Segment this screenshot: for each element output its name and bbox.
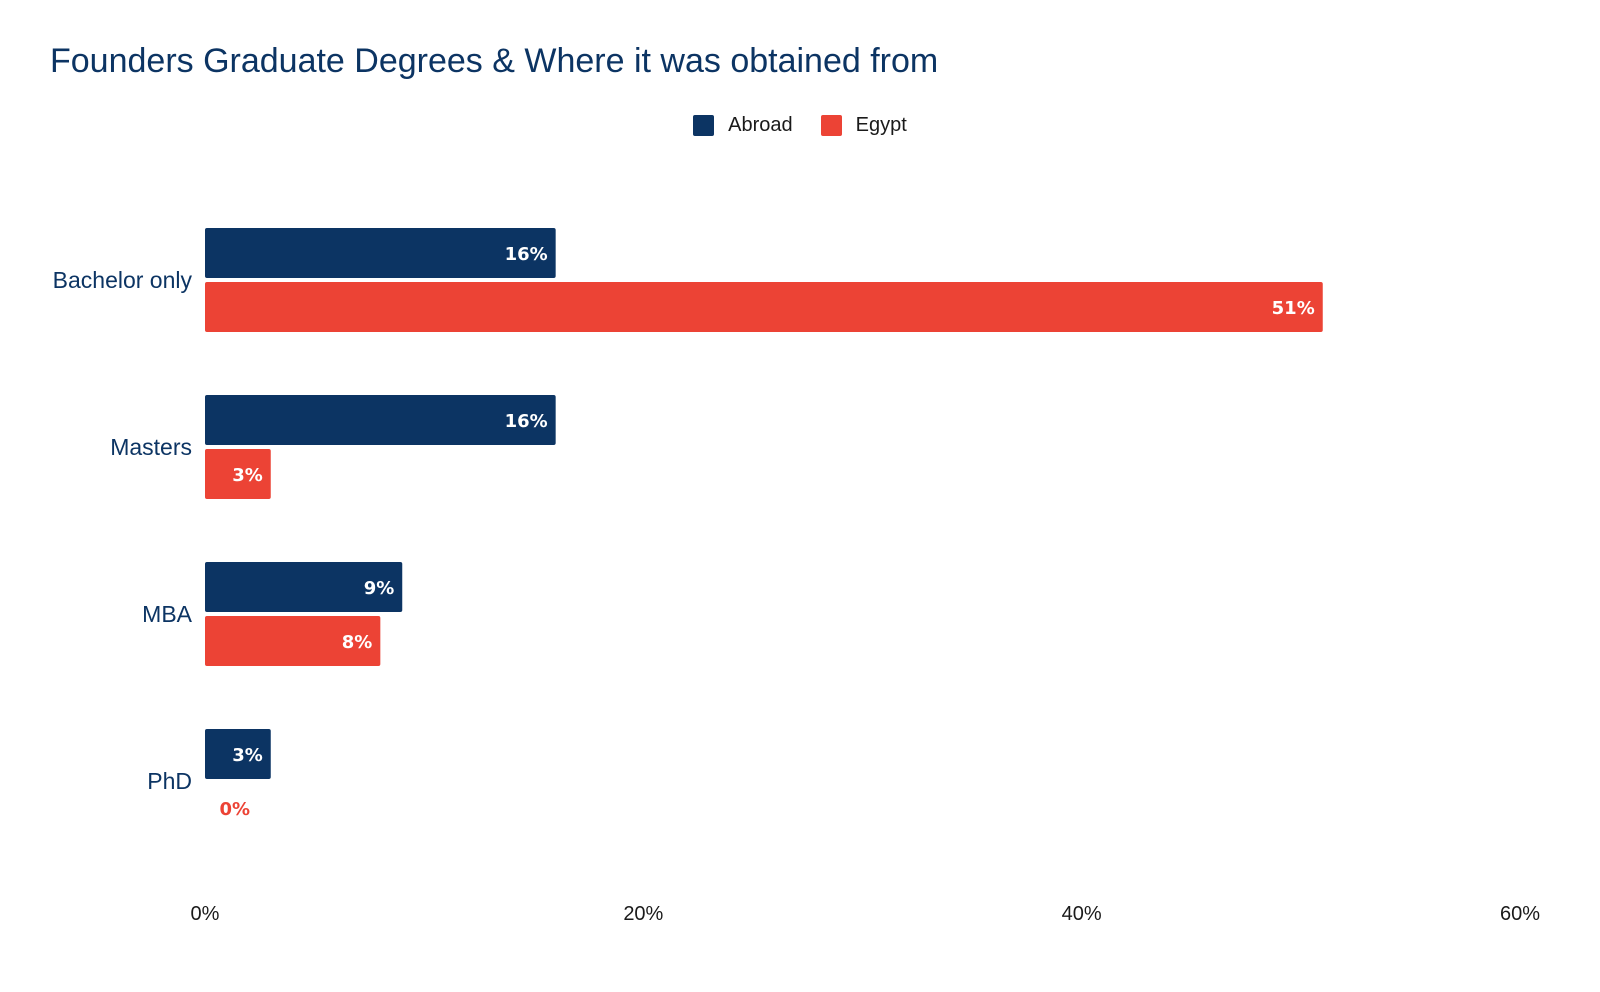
bar-abroad-bachelor-only[interactable] xyxy=(205,228,556,278)
legend-item-abroad[interactable]: Abroad xyxy=(693,114,793,137)
category-label-masters: Masters xyxy=(110,434,192,460)
x-tick-label-60: 60% xyxy=(1500,903,1540,925)
legend-swatch-egypt xyxy=(820,115,842,136)
data-label-egypt-masters: 3% xyxy=(232,465,263,486)
x-tick-label-0: 0% xyxy=(191,903,220,925)
category-label-bachelor-only: Bachelor only xyxy=(53,267,193,293)
x-tick-label-40: 40% xyxy=(1062,903,1102,925)
legend-swatch-abroad xyxy=(693,115,715,136)
bar-abroad-masters[interactable] xyxy=(205,395,556,445)
category-label-mba: MBA xyxy=(142,601,193,627)
legend-label-abroad: Abroad xyxy=(728,114,793,136)
bar-egypt-bachelor-only[interactable] xyxy=(205,282,1323,332)
chart-title: Founders Graduate Degrees & Where it was… xyxy=(50,42,939,80)
data-label-egypt-mba: 8% xyxy=(342,632,373,653)
legend-label-egypt: Egypt xyxy=(855,114,907,136)
category-label-phd: PhD xyxy=(147,768,192,794)
bar-abroad-mba[interactable] xyxy=(205,562,403,612)
data-label-abroad-bachelor-only: 16% xyxy=(505,244,548,265)
bar-egypt-masters[interactable] xyxy=(205,449,271,499)
x-tick-label-20: 20% xyxy=(623,903,663,925)
data-label-abroad-mba: 9% xyxy=(364,578,395,599)
data-label-abroad-masters: 16% xyxy=(505,411,548,432)
bar-egypt-mba[interactable] xyxy=(205,616,381,666)
data-label-egypt-bachelor-only: 51% xyxy=(1272,298,1315,319)
bar-abroad-phd[interactable] xyxy=(205,729,271,779)
data-label-egypt-phd: 0% xyxy=(219,799,250,820)
chart-legend: Abroad Egypt xyxy=(0,114,1600,137)
data-label-abroad-phd: 3% xyxy=(232,745,263,766)
legend-item-egypt[interactable]: Egypt xyxy=(820,114,907,137)
